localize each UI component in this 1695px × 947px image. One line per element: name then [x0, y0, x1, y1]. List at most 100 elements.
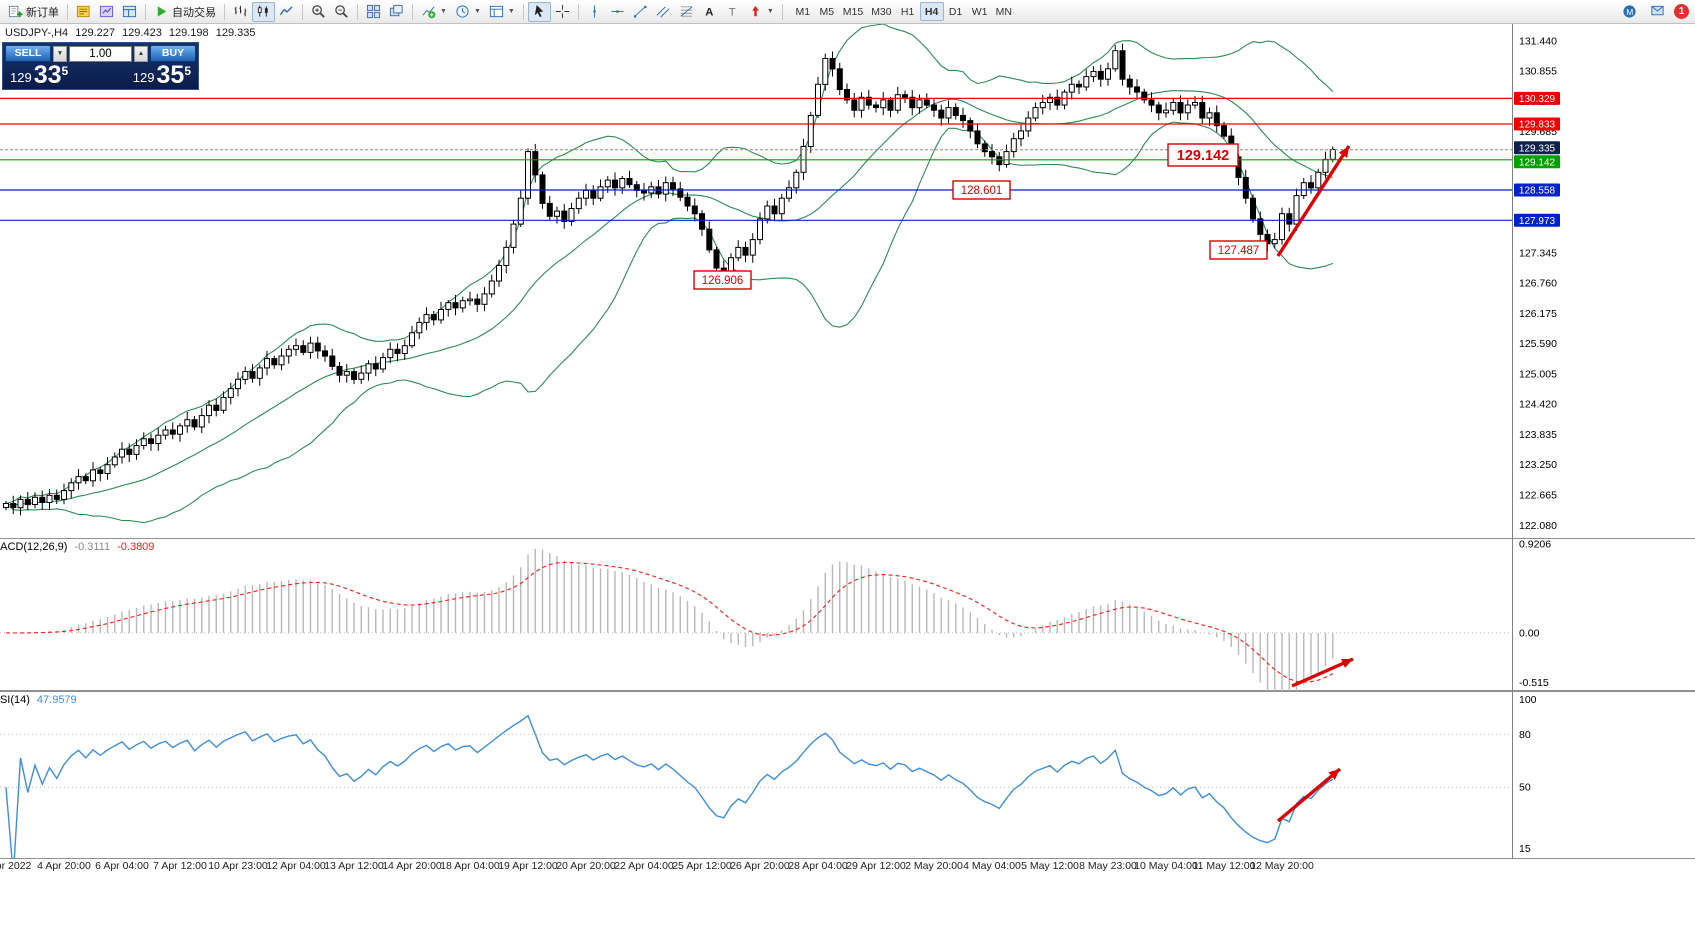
- rsi-tick: 100: [1519, 694, 1537, 706]
- cursor-button[interactable]: [527, 1, 551, 22]
- timeframe-button-M15[interactable]: M15: [839, 2, 867, 21]
- new-order-icon: [8, 5, 23, 18]
- auto-trading-button[interactable]: 自动交易: [150, 2, 220, 22]
- buy-price-main: 129: [132, 70, 155, 86]
- svg-text:M: M: [1626, 7, 1633, 17]
- macd-indicator-panel[interactable]: 0.9206 0.00 -0.515 MACD(12,26,9)-0.3111-0.3…: [0, 538, 1695, 691]
- dropdown-caret-icon: ▼: [507, 8, 515, 15]
- timeframe-button-M5[interactable]: M5: [815, 2, 839, 21]
- volume-up-button[interactable]: ▲: [134, 45, 148, 62]
- arrows-icon: [752, 5, 759, 17]
- toolbar-separator: [412, 3, 413, 20]
- main-price-chart[interactable]: 131.440130.855130.270129.685129.100128.5…: [0, 24, 1695, 538]
- timeframe-toolbar: M1 M5 M15 M30 H1 H4 D1 W1 MN: [791, 2, 1016, 21]
- annotation-text: 129.142: [1177, 148, 1229, 164]
- low-value: 129.198: [168, 27, 209, 39]
- text-label-icon: T: [729, 7, 736, 19]
- chart-line-button[interactable]: [275, 2, 298, 22]
- alerts-icon: [1651, 5, 1664, 16]
- channel-button[interactable]: [652, 2, 675, 22]
- terminal-button[interactable]: [118, 2, 141, 22]
- rsi-tick: 50: [1519, 782, 1531, 794]
- price-tag-label: 127.973: [1519, 216, 1556, 227]
- chart-candles-button[interactable]: [252, 1, 275, 22]
- zoom-in-button[interactable]: [307, 2, 330, 22]
- trend-arrow[interactable]: [1276, 767, 1342, 823]
- navigator-icon: [99, 5, 114, 18]
- horizontal-line-icon: [611, 10, 624, 13]
- price-annotation[interactable]: 129.142: [1167, 143, 1239, 167]
- one-click-trading-panel: SELL ▼ ▲ BUY 129 33 5 129 35 5: [2, 42, 199, 91]
- price-annotation[interactable]: 128.601: [952, 180, 1011, 200]
- notification-badge[interactable]: 1: [1674, 4, 1689, 19]
- vertical-line-button[interactable]: [583, 2, 606, 22]
- volume-input[interactable]: [69, 45, 132, 62]
- toolbar-separator: [781, 3, 783, 20]
- timeframe-button-W1[interactable]: W1: [968, 2, 992, 21]
- horizontal-line-button[interactable]: [606, 2, 629, 22]
- time-axis-label: 10 May 04:00: [1134, 860, 1198, 872]
- price-tag: 129.833: [1514, 117, 1560, 131]
- toolbar-separator: [302, 3, 303, 20]
- price-tick: 125.590: [1519, 338, 1557, 350]
- macd-label: MACD(12,26,9)-0.3111-0.3809: [0, 541, 154, 553]
- text-button[interactable]: A: [698, 2, 721, 22]
- timeframe-button-MN[interactable]: MN: [992, 2, 1016, 21]
- timeframe-button-H4[interactable]: H4: [919, 2, 944, 21]
- buy-button[interactable]: BUY: [150, 45, 196, 62]
- market-watch-button[interactable]: [72, 2, 95, 22]
- price-tag: 128.558: [1514, 183, 1560, 197]
- sell-price-main: 129: [10, 70, 32, 86]
- macd-signal-line: [5, 561, 1334, 683]
- price-tick: 126.760: [1519, 278, 1557, 290]
- time-axis-label: 2 May 20:00: [905, 860, 963, 872]
- volume-down-button[interactable]: ▼: [53, 45, 67, 62]
- cascade-windows-icon: [389, 4, 403, 17]
- crosshair-icon: [555, 4, 569, 19]
- annotation-text: 126.906: [702, 275, 744, 287]
- rsi-indicator-panel[interactable]: 100 80 50 15 RSI(14)47.9579: [0, 691, 1695, 859]
- fibonacci-button[interactable]: [675, 2, 698, 22]
- crosshair-button[interactable]: [551, 2, 574, 22]
- trend-arrow[interactable]: [1291, 657, 1354, 688]
- timeframe-button-M1[interactable]: M1: [791, 2, 815, 21]
- trend-arrow[interactable]: [1276, 145, 1351, 257]
- auto-trading-icon: [157, 6, 167, 17]
- community-icon: M: [1623, 5, 1636, 18]
- new-order-button[interactable]: 新订单: [4, 2, 63, 22]
- price-annotation[interactable]: 126.906: [693, 270, 752, 290]
- timeframe-button-H1[interactable]: H1: [896, 2, 920, 21]
- sell-button[interactable]: SELL: [5, 45, 51, 62]
- navigator-button[interactable]: [95, 2, 118, 22]
- timeframe-button-D1[interactable]: D1: [944, 2, 968, 21]
- toolbar-separator: [357, 3, 358, 20]
- fibonacci-icon: [680, 6, 693, 17]
- zoom-out-icon: [335, 5, 348, 18]
- zoom-out-button[interactable]: [330, 2, 353, 22]
- trendline-icon: [633, 5, 647, 18]
- arrows-button[interactable]: ▼: [744, 2, 778, 22]
- community-button[interactable]: M: [1618, 2, 1641, 22]
- chart-bars-button[interactable]: [229, 2, 252, 22]
- time-axis-label: 28 Apr 04:00: [788, 860, 848, 872]
- buy-price: 129 35 5: [132, 62, 191, 87]
- cascade-windows-button[interactable]: [385, 2, 408, 22]
- add-indicator-icon: [422, 6, 436, 19]
- chart-ohlc-header: USDJPY-,H4 129.227 129.423 129.198 129.3…: [5, 27, 259, 39]
- time-axis-label: 8 May 23:00: [1079, 860, 1137, 872]
- templates-button[interactable]: ▼: [485, 2, 519, 22]
- price-annotation[interactable]: 127.487: [1209, 240, 1268, 260]
- indicators-button[interactable]: ▼: [417, 2, 451, 22]
- tile-windows-button[interactable]: [362, 2, 385, 22]
- toolbar-separator: [67, 3, 68, 20]
- price-tag-label: 129.142: [1519, 157, 1556, 168]
- alerts-button[interactable]: [1646, 2, 1669, 22]
- time-axis[interactable]: 1 Apr 2022 4 Apr 20:00 6 Apr 04:00 7 Apr 12…: [0, 859, 1695, 875]
- cursor-icon: [534, 4, 544, 18]
- text-label-button[interactable]: T: [721, 2, 744, 22]
- timeframe-button-M30[interactable]: M30: [867, 2, 895, 21]
- periods-button[interactable]: ▼: [451, 2, 485, 22]
- trendline-button[interactable]: [629, 2, 652, 22]
- time-axis-label: 4 May 04:00: [963, 860, 1021, 872]
